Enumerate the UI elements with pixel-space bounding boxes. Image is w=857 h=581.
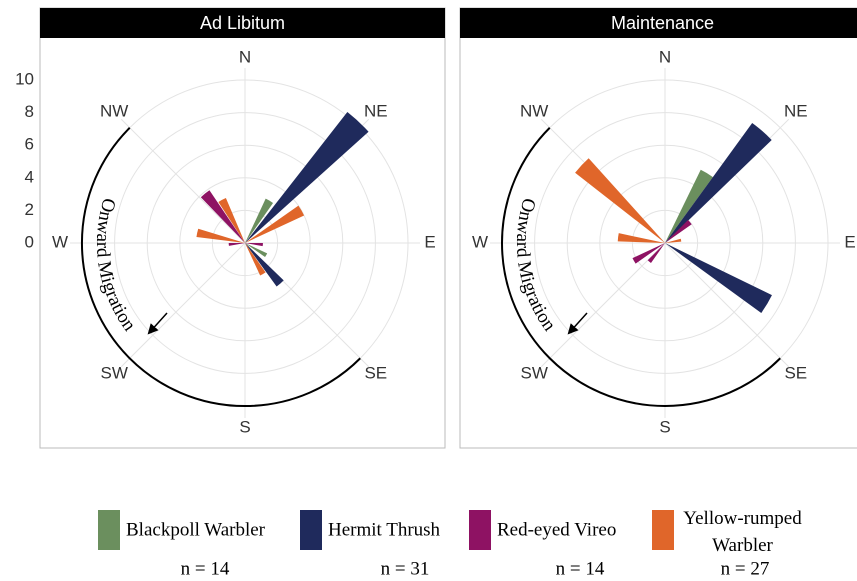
direction-label: W — [52, 232, 68, 251]
panel-border — [39, 7, 446, 449]
sample-size: n = 31 — [381, 558, 430, 579]
wedge — [665, 122, 772, 243]
sample-size: n = 14 — [556, 558, 605, 579]
legend-swatch — [652, 510, 674, 550]
y-tick-label: 10 — [15, 69, 34, 88]
y-tick-label: 0 — [25, 232, 34, 251]
direction-label: NW — [100, 102, 128, 121]
legend-label: Hermit Thrush — [328, 519, 441, 540]
wedge — [665, 238, 682, 243]
panel-header — [40, 8, 445, 38]
direction-label: SW — [520, 363, 547, 382]
wedge — [665, 243, 772, 313]
spoke — [120, 242, 246, 368]
migration-arc — [500, 127, 781, 408]
wedge — [647, 243, 665, 264]
wedge — [617, 233, 665, 243]
wedge — [196, 228, 245, 243]
direction-label: NE — [784, 102, 808, 121]
legend-swatch — [300, 510, 322, 550]
direction-label: E — [424, 232, 435, 251]
y-tick-label: 2 — [25, 200, 34, 219]
migration-arrow — [147, 312, 168, 335]
wedge — [245, 243, 263, 247]
legend-label: Yellow-rumped Warbler — [683, 508, 802, 556]
sample-size: n = 14 — [181, 558, 230, 579]
y-tick-label: 8 — [25, 102, 34, 121]
wedge — [632, 243, 665, 264]
spoke — [120, 118, 246, 244]
wedge — [218, 197, 245, 243]
legend-swatch — [469, 510, 491, 550]
spoke — [664, 242, 790, 368]
wedge — [665, 219, 692, 243]
direction-label: SW — [100, 363, 127, 382]
wedge — [245, 243, 268, 258]
wedge — [245, 205, 305, 243]
legend-label-box: Yellow-rumped Warbler — [683, 508, 802, 556]
panel-title: Maintenance — [611, 13, 714, 33]
direction-label: N — [659, 47, 671, 66]
wedge — [245, 111, 369, 244]
wedge — [665, 169, 713, 243]
migration-arc — [80, 127, 361, 408]
y-tick-label: 6 — [25, 135, 34, 154]
direction-label: NW — [520, 102, 548, 121]
wedge — [228, 243, 245, 246]
wedge — [245, 198, 274, 243]
panel-header — [460, 8, 857, 38]
direction-label: N — [239, 47, 251, 66]
panel-border — [459, 7, 857, 449]
y-tick-label: 4 — [25, 167, 34, 186]
wedge — [245, 243, 266, 276]
legend-label: Blackpoll Warbler — [126, 519, 266, 540]
direction-label: S — [239, 417, 250, 436]
migration-arrow — [567, 312, 588, 335]
legend-label: Red-eyed Vireo — [497, 519, 616, 540]
wedge — [575, 158, 665, 243]
wedge — [200, 190, 245, 243]
direction-label: S — [659, 417, 670, 436]
sample-size: n = 27 — [721, 558, 770, 579]
direction-label: W — [472, 232, 488, 251]
direction-label: E — [844, 232, 855, 251]
legend-swatch — [98, 510, 120, 550]
spoke — [540, 242, 666, 368]
panel-title: Ad Libitum — [200, 13, 285, 33]
direction-label: SE — [364, 363, 387, 382]
direction-label: NE — [364, 102, 388, 121]
direction-label: SE — [784, 363, 807, 382]
wedge — [245, 243, 284, 287]
